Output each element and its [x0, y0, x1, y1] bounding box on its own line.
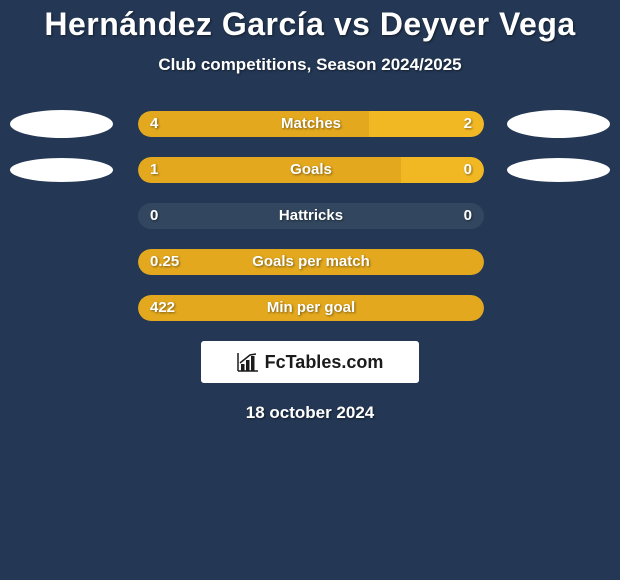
player-left-oval — [10, 110, 113, 138]
stat-category: Goals per match — [138, 249, 484, 275]
subtitle: Club competitions, Season 2024/2025 — [0, 55, 620, 75]
stat-bar-track: 422Min per goal — [138, 295, 484, 321]
stat-bar-track: 10Goals — [138, 157, 484, 183]
stat-row: 0.25Goals per match — [0, 249, 620, 275]
stat-row: 42Matches — [0, 111, 620, 137]
comparison-chart: Hernández García vs Deyver Vega Club com… — [0, 0, 620, 580]
date-label: 18 october 2024 — [0, 403, 620, 423]
stat-category: Hattricks — [138, 203, 484, 229]
player-left-oval — [10, 158, 113, 182]
stat-category: Matches — [138, 111, 484, 137]
footer-brand-text: FcTables.com — [265, 352, 384, 373]
stat-category: Goals — [138, 157, 484, 183]
page-title: Hernández García vs Deyver Vega — [0, 6, 620, 43]
stat-bar-track: 42Matches — [138, 111, 484, 137]
stat-rows: 42Matches 10Goals 00Hattricks 0.25Goals per… — [0, 111, 620, 321]
stat-row: 10Goals — [0, 157, 620, 183]
stat-bar-track: 0.25Goals per match — [138, 249, 484, 275]
bar-chart-icon — [237, 352, 259, 372]
player-right-oval — [507, 158, 610, 182]
player-right-oval — [507, 110, 610, 138]
stat-bar-track: 00Hattricks — [138, 203, 484, 229]
stat-category: Min per goal — [138, 295, 484, 321]
stat-row: 00Hattricks — [0, 203, 620, 229]
stat-row: 422Min per goal — [0, 295, 620, 321]
footer-badge[interactable]: FcTables.com — [201, 341, 419, 383]
